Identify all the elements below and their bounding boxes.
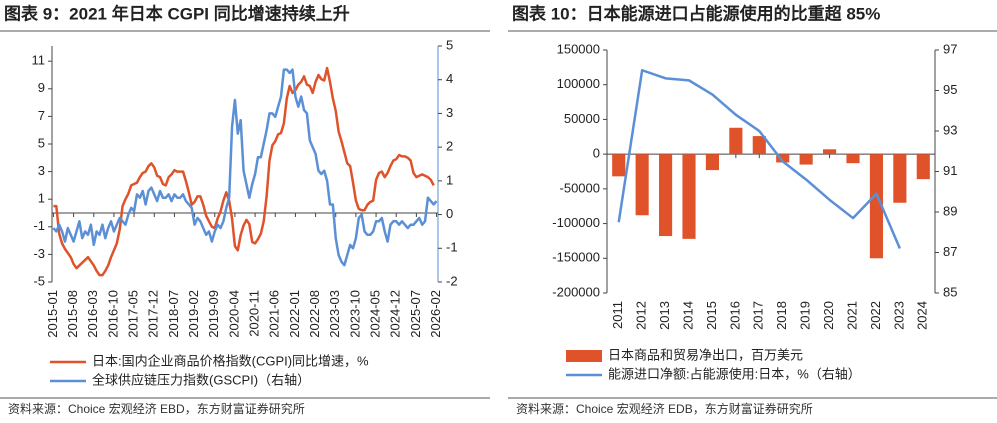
source-note: 资料来源：Choice 宏观经济 EBD，东方财富证券研究所: [8, 401, 305, 416]
x-tick-label: 2020-04: [226, 290, 241, 338]
bar: [729, 127, 743, 155]
line: [52, 68, 438, 267]
x-tick-label: 2026-02: [428, 290, 443, 338]
bar: [635, 154, 649, 216]
line: [53, 66, 435, 277]
x-tick-label: 2022-01: [287, 290, 302, 338]
y2-tick-label: 89: [943, 203, 957, 218]
chart-title: 图表 10：日本能源进口占能源使用的比重超 85%: [512, 3, 880, 23]
y2-tick-label: 4: [446, 71, 453, 86]
y-tick-label: 0: [593, 146, 600, 161]
y2-tick-label: 93: [943, 122, 957, 137]
x-tick-label: 2016-03: [85, 290, 100, 338]
x-tick-label: 2024: [915, 301, 930, 330]
y2-tick-label: 87: [943, 244, 957, 259]
bar: [752, 136, 766, 155]
x-tick-label: 2016-10: [105, 290, 120, 338]
y2-tick-label: 2: [446, 139, 453, 154]
chart-title: 图表 9：2021 年日本 CGPI 同比增速持续上升: [4, 3, 350, 23]
x-tick-label: 2024-12: [388, 290, 403, 338]
legend-swatch: [566, 350, 602, 362]
x-tick-label: 2019-09: [206, 290, 221, 338]
y-tick-label: 7: [38, 108, 45, 123]
source-note: 资料来源：Choice 宏观经济 EDB，东方财富证券研究所: [516, 401, 813, 416]
bar: [823, 149, 837, 155]
x-tick-label: 2016: [727, 301, 742, 330]
y-tick-label: -5: [33, 273, 45, 288]
x-tick-label: 2023-03: [327, 290, 342, 338]
bar: [612, 154, 626, 177]
bar: [659, 154, 673, 237]
x-tick-label: 2018-07: [166, 290, 181, 338]
x-tick-label: 2015-08: [65, 290, 80, 338]
y-tick-label: 9: [38, 80, 45, 95]
x-tick-label: 2022-08: [307, 290, 322, 338]
x-tick-label: 2025-07: [408, 290, 423, 338]
x-tick-label: 2012: [634, 301, 649, 330]
x-tick-label: 2011: [610, 301, 625, 329]
y2-tick-label: 85: [943, 284, 957, 299]
y2-tick-label: 97: [943, 41, 957, 56]
y-tick-label: -100000: [552, 215, 600, 230]
y-tick-label: -50000: [560, 180, 600, 195]
y2-tick-label: 5: [446, 37, 453, 52]
y2-tick-label: -2: [446, 273, 458, 288]
y-tick-label: 5: [38, 135, 45, 150]
legend-label: 全球供应链压力指数(GSCPI)（右轴）: [92, 372, 310, 387]
x-tick-label: 2023-10: [347, 290, 362, 338]
y-tick-label: 1: [38, 191, 45, 206]
bar: [776, 154, 790, 163]
y-tick-label: 3: [38, 163, 45, 178]
y-tick-label: 150000: [557, 41, 600, 56]
legend-label: 日本:国内企业商品价格指数(CGPI)同比增速，%: [92, 353, 369, 368]
x-tick-label: 2020-11: [247, 290, 262, 337]
bar: [799, 154, 813, 165]
x-tick-label: 2017-12: [146, 290, 161, 338]
bar: [682, 154, 696, 239]
y-tick-label: -3: [33, 246, 45, 261]
x-tick-label: 2015: [704, 301, 719, 330]
x-tick-label: 2014: [680, 301, 695, 330]
y-tick-label: 50000: [564, 111, 600, 126]
bar: [705, 154, 719, 171]
y-tick-label: -1: [33, 218, 45, 233]
y2-tick-label: 91: [943, 163, 957, 178]
x-tick-label: 2017: [751, 301, 766, 330]
bar: [916, 154, 930, 180]
x-tick-label: 2015-01: [45, 290, 60, 338]
y-tick-label: -150000: [552, 250, 600, 265]
y2-tick-label: 95: [943, 82, 957, 97]
x-tick-label: 2019-02: [186, 290, 201, 338]
y-tick-label: -200000: [552, 284, 600, 299]
y2-tick-label: 1: [446, 172, 453, 187]
line: [617, 69, 902, 249]
x-tick-label: 2021-06: [267, 290, 282, 338]
y-tick-label: 11: [32, 53, 46, 68]
x-tick-label: 2024-05: [368, 290, 383, 338]
legend-label: 能源进口净额:占能源使用:日本，%（右轴）: [608, 366, 861, 381]
bar: [869, 154, 883, 259]
x-tick-label: 2022: [868, 301, 883, 330]
y-tick-label: 100000: [557, 76, 600, 91]
y2-tick-label: 3: [446, 105, 453, 120]
x-tick-label: 2013: [657, 301, 672, 330]
bar: [893, 154, 907, 203]
x-tick-label: 2017-05: [126, 290, 141, 338]
bar: [846, 154, 860, 164]
x-tick-label: 2018: [774, 301, 789, 330]
x-tick-label: 2021: [844, 301, 859, 330]
x-tick-label: 2020: [821, 301, 836, 330]
legend-label: 日本商品和贸易净出口，百万美元: [608, 347, 803, 362]
y2-tick-label: -1: [446, 240, 458, 255]
x-tick-label: 2019: [798, 301, 813, 330]
x-tick-label: 2023: [891, 301, 906, 330]
y2-tick-label: 0: [446, 206, 453, 221]
